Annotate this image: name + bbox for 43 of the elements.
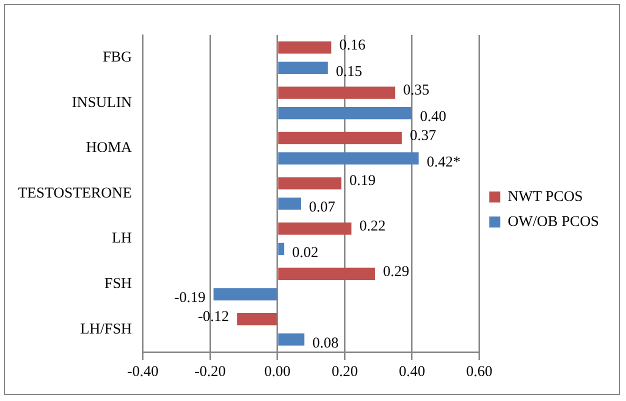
bar (278, 222, 352, 235)
data-label: 0.29 (382, 264, 410, 280)
data-label: 0.07 (308, 200, 336, 216)
bar (278, 152, 419, 165)
legend-label: NWT PCOS (508, 188, 583, 205)
bar (237, 313, 277, 326)
y-tick-label: FSH (104, 276, 132, 292)
data-label: 0.16 (339, 37, 366, 54)
data-label: 0.37 (410, 128, 437, 144)
y-tick-label: LH (112, 230, 132, 247)
y-tick-label: FBG (102, 50, 132, 66)
bar (278, 198, 301, 210)
x-tick-label: -0.20 (194, 364, 226, 380)
bar (278, 107, 412, 120)
x-tick-label: 0.60 (466, 364, 492, 380)
data-label: 0.35 (403, 82, 430, 99)
bar (278, 242, 284, 256)
bar (278, 62, 328, 74)
data-label: 0.08 (312, 335, 339, 352)
y-tick-label: HOMA (86, 140, 132, 156)
data-label: 0.40 (420, 109, 446, 126)
data-label: 0.02 (292, 244, 318, 261)
data-label: 0.22 (359, 218, 386, 235)
x-tick-label: 0.00 (264, 364, 291, 380)
bar (278, 177, 342, 190)
bar (278, 86, 396, 99)
bar (278, 333, 304, 346)
legend-label: OW/OB PCOS (508, 214, 600, 230)
y-tick-label: INSULIN (72, 94, 132, 111)
data-label: -0.19 (174, 290, 206, 306)
y-tick-label: LH/FSH (80, 321, 132, 338)
x-tick-label: 0.20 (332, 364, 358, 380)
data-label: -0.12 (198, 309, 230, 326)
bar (278, 268, 375, 280)
bar (214, 288, 277, 300)
x-tick-label: -0.40 (127, 364, 159, 380)
y-tick-label: TESTOSTERONE (18, 185, 132, 202)
data-label: 0.42* (426, 154, 460, 170)
data-label: 0.19 (349, 173, 376, 190)
bar (278, 132, 402, 144)
x-tick-label: 0.40 (398, 364, 426, 380)
bar (278, 41, 332, 54)
data-label: 0.15 (336, 64, 362, 80)
